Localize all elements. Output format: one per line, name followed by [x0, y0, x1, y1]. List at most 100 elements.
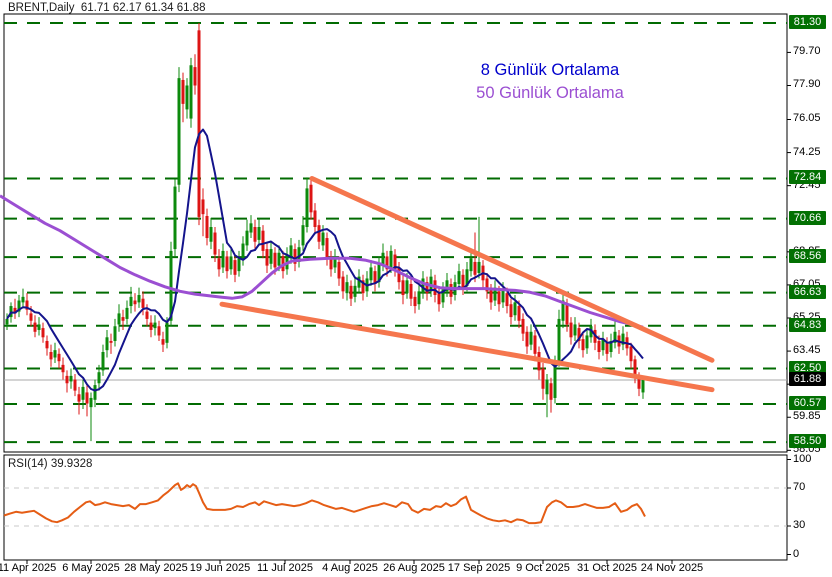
- candle-body: [301, 225, 305, 246]
- candle-body: [461, 274, 465, 288]
- candle-body: [545, 379, 549, 395]
- candle-body: [181, 79, 185, 104]
- candle-body: [17, 300, 21, 312]
- date-tick-label: 31 Oct 2025: [577, 562, 637, 574]
- candle-body: [253, 227, 257, 242]
- price-level-badge: 64.83: [789, 317, 826, 332]
- candle-body: [265, 249, 269, 266]
- candle-body: [149, 322, 153, 330]
- candle-body: [357, 276, 361, 288]
- candle-body: [577, 328, 581, 341]
- candle-body: [561, 300, 565, 321]
- candle-body: [465, 269, 469, 286]
- candle-body: [341, 276, 345, 292]
- candle-body: [317, 225, 321, 242]
- rsi-line: [3, 482, 646, 525]
- price-tick-label: 74.25: [793, 145, 821, 158]
- candle-body: [401, 280, 405, 296]
- price-level-badge: 68.56: [789, 249, 826, 264]
- candle-body: [165, 322, 169, 343]
- candle-body: [421, 278, 425, 294]
- candle-body: [621, 333, 625, 345]
- candle-body: [457, 271, 461, 284]
- candle-body: [293, 249, 297, 264]
- candle-body: [565, 304, 569, 325]
- candle-body: [97, 372, 101, 384]
- ma-legend: 8 Günlük Ortalama 50 Günlük Ortalama: [420, 59, 680, 105]
- price-level-badge: 66.63: [789, 284, 826, 299]
- candle-body: [437, 293, 441, 305]
- candle-body: [469, 258, 473, 272]
- candle-body: [37, 324, 41, 330]
- candle-body: [325, 238, 329, 259]
- candle-body: [541, 368, 545, 389]
- date-tick-label: 24 Nov 2025: [640, 562, 704, 574]
- candle-body: [161, 339, 165, 345]
- candle-body: [493, 287, 497, 301]
- candle-body: [309, 184, 313, 213]
- candle-body: [473, 261, 477, 275]
- candle-body: [397, 267, 401, 283]
- candle-body: [513, 302, 517, 316]
- candle-body: [209, 227, 213, 242]
- candle-body: [425, 282, 429, 294]
- current-price-badge: 61.88: [789, 371, 826, 386]
- candle-body: [141, 298, 145, 308]
- candle-body: [113, 326, 117, 341]
- candle-body: [405, 280, 409, 294]
- candle-body: [197, 30, 201, 217]
- candle-body: [353, 285, 357, 297]
- date-tick-label: 11 Jul 2025: [256, 562, 314, 574]
- candle-body: [229, 256, 233, 270]
- candle-body: [13, 307, 17, 314]
- date-tick-label: 4 Aug 2025: [322, 562, 378, 574]
- candle-body: [553, 363, 557, 398]
- candle-body: [81, 386, 85, 400]
- date-tick-label: 9 Oct 2025: [516, 562, 570, 574]
- candle-body: [157, 326, 161, 336]
- candle-body: [529, 331, 533, 345]
- candle-body: [121, 317, 125, 321]
- candle-body: [101, 352, 105, 371]
- candle-body: [85, 392, 89, 404]
- candle-body: [497, 291, 501, 305]
- candle-body: [345, 282, 349, 294]
- rsi-tick-label: 30: [793, 519, 806, 531]
- rsi-tick-label: 0: [793, 547, 800, 560]
- candle-body: [629, 346, 633, 362]
- date-tick-label: 11 Apr 2025: [0, 562, 57, 574]
- candle-body: [69, 375, 73, 382]
- candle-body: [337, 261, 341, 279]
- candle-body: [125, 307, 129, 319]
- upper-wedge-trendline: [309, 175, 715, 363]
- candle-body: [89, 397, 93, 408]
- candle-body: [185, 85, 189, 110]
- price-level-badge: 70.66: [789, 210, 826, 225]
- candle-body: [109, 340, 113, 343]
- candle-body: [297, 247, 301, 262]
- candle-body: [225, 256, 229, 272]
- ma50-line: [0, 194, 644, 329]
- candle-body: [305, 188, 309, 228]
- candle-body: [133, 300, 137, 305]
- candle-body: [245, 230, 249, 246]
- candle-body: [521, 318, 525, 334]
- candle-body: [233, 260, 237, 275]
- candle-body: [45, 340, 49, 349]
- candle-body: [573, 324, 577, 336]
- candle-body: [449, 283, 453, 297]
- date-tick-label: 28 May 2025: [124, 562, 188, 574]
- candle-body: [29, 313, 33, 321]
- candle-body: [369, 267, 373, 281]
- candle-body: [381, 252, 385, 266]
- candle-body: [201, 199, 205, 215]
- price-level-badge: 72.84: [789, 170, 826, 185]
- candle-body: [441, 289, 445, 303]
- candle-body: [177, 78, 181, 185]
- candle-body: [49, 352, 53, 360]
- candle-body: [257, 227, 261, 240]
- candle-body: [57, 353, 61, 362]
- candle-body: [601, 339, 605, 351]
- rsi-tick-label: 70: [793, 481, 806, 493]
